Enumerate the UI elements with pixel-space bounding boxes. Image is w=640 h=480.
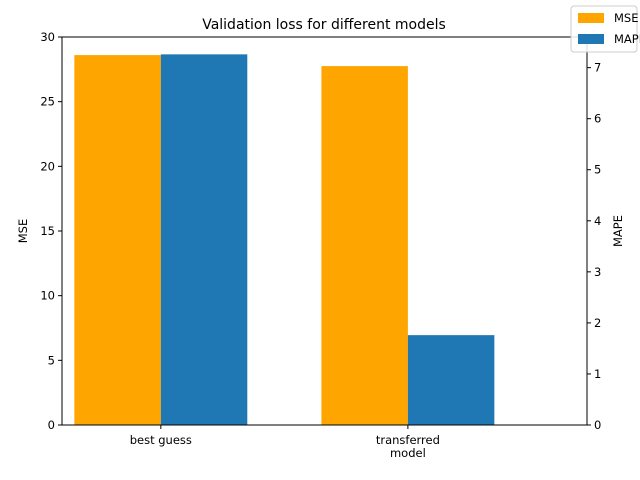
x-tick-label-0-0: best guess xyxy=(130,433,192,447)
x-tick-label-1-1: model xyxy=(390,446,426,460)
bar-mse-1 xyxy=(321,66,408,425)
legend-label-mse: MSE xyxy=(614,11,639,25)
y-tick-label-left-20: 20 xyxy=(40,159,55,173)
legend-swatch-mape xyxy=(578,34,604,44)
y-tick-label-left-5: 5 xyxy=(48,353,55,367)
x-tick-label-1-0: transferred xyxy=(376,433,440,447)
y-tick-label-left-10: 10 xyxy=(40,289,55,303)
y-tick-label-left-30: 30 xyxy=(40,30,55,44)
legend-label-mape: MAPE xyxy=(614,32,640,46)
bars-layer xyxy=(74,54,495,426)
y-tick-label-left-0: 0 xyxy=(48,418,55,432)
y-tick-label-right-0: 0 xyxy=(594,418,601,432)
bar-mape-0 xyxy=(160,54,248,425)
axes-layer: best guess transferredmodel05101520253001… xyxy=(40,30,601,460)
y-tick-label-right-4: 4 xyxy=(594,214,601,228)
legend-swatch-mse xyxy=(578,13,604,23)
y-tick-label-right-1: 1 xyxy=(594,367,601,381)
y-tick-label-right-7: 7 xyxy=(594,61,601,75)
bar-mse-0 xyxy=(74,55,161,426)
legend: MSE MAPE xyxy=(570,5,640,53)
bar-mape-1 xyxy=(407,335,495,425)
y-axis-label-left: MSE xyxy=(16,219,30,244)
y-tick-label-right-2: 2 xyxy=(594,316,601,330)
y-axis-label-right: MAPE xyxy=(611,215,625,247)
y-tick-label-left-25: 25 xyxy=(40,95,55,109)
y-tick-label-right-3: 3 xyxy=(594,265,601,279)
y-tick-label-right-6: 6 xyxy=(594,112,601,126)
chart-title: Validation loss for different models xyxy=(202,17,446,33)
y-tick-label-right-5: 5 xyxy=(594,163,601,177)
y-tick-label-left-15: 15 xyxy=(40,224,55,238)
